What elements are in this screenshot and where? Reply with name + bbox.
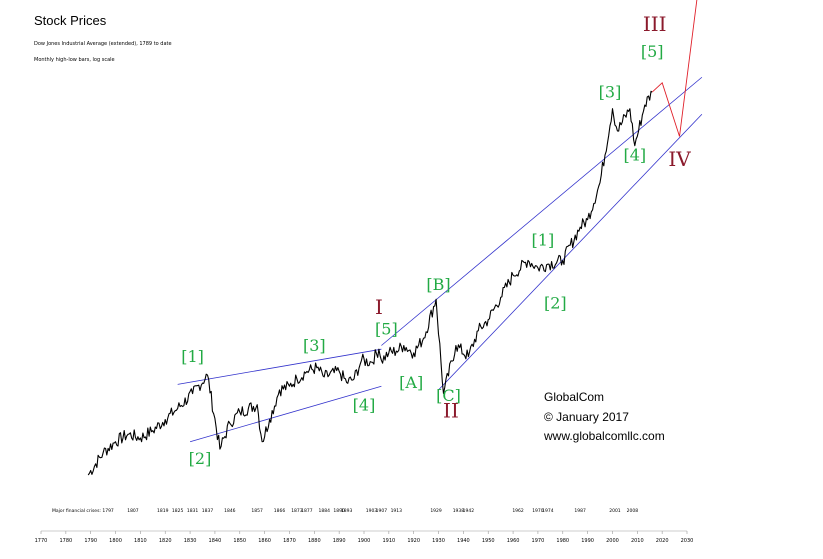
crisis-year-25: 2008 [627, 508, 639, 514]
wave-label-12: [3] [599, 83, 622, 102]
crisis-year-19: 1942 [463, 508, 475, 514]
crisis-year-21: 1970 [532, 508, 544, 514]
x-tick-label-23: 2000 [606, 538, 619, 544]
crisis-year-9: 1873 [291, 508, 303, 514]
chart-subtitle: Dow Jones Industrial Average (extended),… [34, 41, 172, 47]
crisis-year-17: 1929 [430, 508, 442, 514]
credit-url: www.globalcomllc.com [544, 429, 665, 443]
crisis-year-4: 1831 [187, 508, 199, 514]
crisis-year-0: 1797 [102, 508, 114, 514]
trend-channel-line-0 [177, 348, 382, 385]
crisis-year-24: 2001 [609, 508, 621, 514]
crisis-year-12: 1890 [333, 508, 345, 514]
price-series-line [87, 90, 653, 476]
x-tick-label-18: 1950 [482, 538, 495, 544]
x-tick-label-5: 1820 [159, 538, 172, 544]
x-tick-label-21: 1980 [556, 538, 569, 544]
wave-label-8: [C] [436, 386, 461, 405]
wave-label-5: I [375, 295, 383, 319]
x-tick-label-25: 2020 [656, 538, 669, 544]
x-tick-label-1: 1780 [59, 538, 72, 544]
x-tick-label-12: 1890 [333, 538, 346, 544]
crises-label: Major financial crises: [52, 508, 101, 514]
wave-label-9: II [443, 399, 459, 423]
x-tick-label-14: 1910 [382, 538, 395, 544]
wave-label-0: [1] [181, 347, 204, 366]
crisis-year-18: 1938 [453, 508, 465, 514]
x-tick-label-11: 1880 [308, 538, 321, 544]
x-tick-label-24: 2010 [631, 538, 644, 544]
x-tick-label-19: 1960 [507, 538, 520, 544]
crisis-year-6: 1846 [224, 508, 236, 514]
wave-label-2: [3] [303, 336, 326, 355]
x-tick-label-10: 1870 [283, 538, 296, 544]
wave-label-1: [2] [189, 449, 212, 468]
x-tick-label-17: 1940 [457, 538, 470, 544]
x-tick-label-13: 1900 [358, 538, 371, 544]
credit-company: GlobalCom [544, 390, 605, 404]
x-tick-label-20: 1970 [532, 538, 545, 544]
crisis-year-7: 1857 [251, 508, 263, 514]
crisis-year-10: 1877 [301, 508, 313, 514]
crisis-year-15: 1907 [376, 508, 388, 514]
x-tick-label-8: 1850 [233, 538, 246, 544]
x-tick-label-6: 1830 [184, 538, 197, 544]
wave-label-16: IV [668, 147, 691, 171]
crisis-year-8: 1866 [274, 508, 286, 514]
wave-label-13: [4] [623, 146, 646, 165]
wave-label-10: [1] [532, 231, 555, 250]
x-tick-label-16: 1930 [432, 538, 445, 544]
x-tick-label-3: 1800 [109, 538, 122, 544]
projection-line [651, 0, 698, 137]
x-tick-label-22: 1990 [581, 538, 594, 544]
crisis-year-3: 1825 [172, 508, 184, 514]
x-tick-label-15: 1920 [407, 538, 420, 544]
crisis-year-22: 1974 [542, 508, 554, 514]
wave-label-14: [5] [641, 42, 664, 61]
wave-label-11: [2] [544, 294, 567, 313]
crisis-year-2: 1819 [157, 508, 169, 514]
wave-label-4: [5] [375, 319, 398, 338]
x-tick-label-7: 1840 [209, 538, 222, 544]
x-tick-label-2: 1790 [84, 538, 97, 544]
x-tick-label-9: 1860 [258, 538, 271, 544]
crisis-year-1: 1807 [127, 508, 139, 514]
crisis-year-14: 1903 [366, 508, 378, 514]
wave-label-7: [B] [426, 275, 450, 294]
trend-channel-line-2 [381, 76, 703, 346]
crisis-year-16: 1913 [391, 508, 403, 514]
chart-scale-note: Monthly high-low bars, log scale [34, 57, 115, 63]
trend-channel-line-1 [189, 385, 382, 443]
crisis-year-13: 1893 [341, 508, 353, 514]
x-tick-label-0: 1770 [35, 538, 48, 544]
wave-label-15: III [643, 12, 667, 36]
crisis-year-11: 1884 [319, 508, 331, 514]
wave-label-6: [A] [399, 373, 423, 392]
x-tick-label-26: 2030 [681, 538, 694, 544]
wave-label-3: [4] [353, 395, 376, 414]
crisis-year-23: 1987 [574, 508, 586, 514]
chart-title: Stock Prices [34, 13, 107, 28]
trend-channel-line-3 [438, 113, 703, 391]
crisis-year-20: 1962 [512, 508, 524, 514]
crisis-year-5: 1837 [202, 508, 214, 514]
x-tick-label-4: 1810 [134, 538, 147, 544]
credit-date: © January 2017 [544, 410, 629, 424]
